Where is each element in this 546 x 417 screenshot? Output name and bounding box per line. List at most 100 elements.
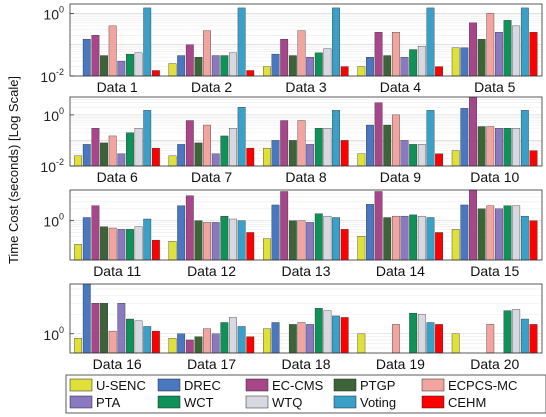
bar-u-senc (263, 328, 271, 354)
legend-box (65, 374, 546, 414)
bar-voting (143, 218, 152, 261)
legend-swatch (333, 378, 357, 392)
legend-label: PTA (96, 395, 121, 410)
legend-swatch (421, 395, 445, 409)
bar-cehm (435, 324, 443, 354)
bar-u-senc (451, 47, 460, 77)
bar-voting (520, 110, 529, 167)
bar-ec-cms (280, 39, 289, 77)
bar-ec-cms (469, 96, 477, 167)
bar-drec (460, 204, 469, 261)
bar-voting (520, 7, 529, 77)
bar-u-senc (357, 153, 366, 167)
bar-u-senc (357, 66, 366, 77)
bar-wct (126, 318, 134, 354)
bar-pta (211, 222, 220, 261)
bar-ptgp (288, 324, 297, 354)
category-label: Data 6 (97, 169, 138, 185)
category-label: Data 3 (285, 79, 326, 95)
bar-wtq (134, 128, 143, 167)
bar-voting (332, 217, 340, 261)
bar-voting (237, 220, 246, 261)
bar-u-senc (74, 338, 83, 354)
bar-cehm (151, 147, 160, 167)
bar-pta (400, 140, 409, 167)
bar-u-senc (263, 238, 271, 261)
bar-drec (366, 56, 374, 77)
bar-ptgp (194, 336, 203, 354)
bar-ptgp (194, 56, 203, 77)
bar-wtq (134, 226, 143, 261)
legend-swatch (245, 395, 269, 409)
category-label: Data 16 (93, 356, 142, 372)
category-label: Data 18 (281, 356, 330, 372)
bar-cehm (340, 317, 349, 354)
bar-wct (409, 49, 418, 77)
bar-ptgp (477, 126, 486, 167)
bar-voting (332, 110, 340, 167)
y-tick-label: 100 (43, 4, 64, 22)
bar-ptgp (100, 142, 108, 167)
bar-wct (220, 55, 229, 77)
category-label: Data 14 (376, 263, 425, 279)
bar-ecpcs-mc (203, 30, 211, 77)
bar-wct (409, 144, 418, 167)
y-tick-label: 100 (43, 106, 64, 124)
bar-ptgp (288, 220, 297, 261)
bar-drec (177, 144, 186, 167)
bar-wct (126, 53, 134, 77)
bar-pta (211, 153, 220, 167)
bar-voting (332, 315, 340, 354)
bar-ecpcs-mc (391, 114, 400, 167)
y-axis-label: Time Cost (seconds) [Log Scale] (6, 76, 21, 264)
bar-voting (332, 7, 340, 77)
bar-u-senc (357, 333, 366, 354)
bar-wtq (323, 215, 332, 261)
bar-pta (117, 153, 126, 167)
category-label: Data 7 (191, 169, 232, 185)
bar-u-senc (168, 155, 177, 167)
bar-drec (271, 204, 280, 261)
bar-ecpcs-mc (486, 13, 495, 77)
bar-wct (503, 128, 512, 167)
bar-ptgp (288, 140, 297, 167)
bar-wct (126, 132, 134, 167)
bar-pta (306, 222, 315, 261)
bar-wct (220, 322, 229, 354)
bar-ptgp (194, 142, 203, 167)
bar-pta (211, 333, 220, 354)
bar-pta (306, 144, 315, 167)
bar-wct (314, 213, 323, 261)
legend-swatch (157, 378, 181, 392)
bar-drec (271, 53, 280, 77)
category-label: Data 4 (380, 79, 421, 95)
y-tick-label: 10-2 (40, 157, 64, 175)
legend-label: WTQ (272, 395, 302, 410)
bar-drec (460, 108, 469, 167)
bar-wct (314, 308, 323, 354)
bar-wtq (323, 48, 332, 77)
bar-voting (426, 322, 435, 354)
bar-wtq (134, 320, 143, 354)
bar-ptgp (100, 226, 108, 261)
bar-ptgp (477, 208, 486, 261)
category-label: Data 8 (285, 169, 326, 185)
bar-ecpcs-mc (486, 324, 495, 354)
bar-cehm (246, 336, 255, 354)
y-tick-label: 100 (43, 212, 64, 230)
bar-ec-cms (91, 205, 100, 261)
bar-wtq (417, 215, 426, 261)
category-label: Data 5 (474, 79, 515, 95)
bar-voting (143, 110, 152, 167)
legend-swatch (333, 395, 357, 409)
legend-label: Voting (360, 395, 396, 410)
category-label: Data 9 (380, 169, 421, 185)
bar-ptgp (383, 55, 392, 77)
bar-ecpcs-mc (108, 25, 117, 77)
bar-ecpcs-mc (108, 330, 117, 354)
bar-drec (82, 144, 91, 167)
bar-cehm (151, 70, 160, 77)
bar-wct (126, 229, 134, 261)
bar-wtq (417, 314, 426, 354)
bar-cehm (529, 220, 538, 261)
